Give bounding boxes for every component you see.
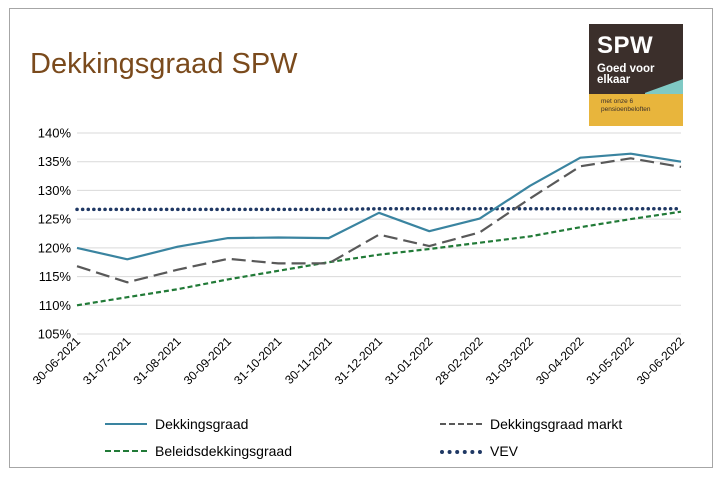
gridlines (77, 132, 681, 335)
x-tick-label: 30-09-2021 (181, 334, 235, 388)
y-tick-label: 120% (38, 240, 72, 255)
x-tick-label: 30-11-2021 (282, 334, 335, 387)
legend-label: Dekkingsgraad (155, 416, 249, 432)
logo-tagline: Goed voor elkaar (597, 63, 655, 86)
x-axis-ticks: 30-06-202131-07-202131-08-202130-09-2021… (30, 334, 688, 388)
legend-label: VEV (490, 443, 519, 459)
x-tick-label: 31-07-2021 (80, 334, 134, 388)
x-tick-label: 31-10-2021 (231, 334, 285, 388)
y-tick-label: 110% (39, 298, 72, 313)
series-line-vev (75, 207, 683, 212)
x-tick-label: 31-05-2022 (583, 334, 637, 388)
logo-brand: SPW (597, 32, 654, 59)
series-line-dekkingsgraad (76, 152, 682, 261)
x-tick-label: 30-04-2022 (533, 334, 587, 388)
y-tick-label: 130% (38, 183, 72, 198)
series-line-beleidsdekkingsgraad (76, 210, 682, 307)
spw-logo: SPW Goed voor elkaar met onze 6 pensioen… (589, 24, 683, 126)
x-tick-label: 31-12-2021 (332, 334, 386, 388)
x-tick-label: 28-02-2022 (432, 334, 486, 388)
legend-swatch (105, 423, 147, 425)
legend-label: Beleidsdekkingsgraad (155, 443, 292, 459)
logo-yellow-band (589, 94, 683, 126)
x-tick-label: 31-03-2022 (483, 334, 537, 388)
series-lines (75, 152, 683, 307)
series-line-dekkingsgraad-markt (76, 157, 682, 284)
y-tick-label: 125% (38, 212, 72, 227)
x-tick-label: 30-06-2021 (30, 334, 84, 388)
legend-label: Dekkingsgraad markt (490, 416, 623, 432)
logo-subline: met onze 6 pensioenbeloften (601, 98, 651, 113)
legend-swatch (105, 450, 147, 452)
y-tick-label: 115% (39, 269, 72, 284)
y-tick-label: 140% (38, 126, 72, 141)
y-tick-label: 105% (38, 327, 72, 342)
x-tick-label: 30-06-2022 (634, 334, 688, 388)
y-tick-label: 135% (38, 154, 72, 169)
y-axis-ticks: 105% 110% 115% 120% 125% 130% 135% 140% (38, 126, 72, 342)
x-tick-label: 31-01-2022 (382, 334, 436, 388)
legend-swatch (440, 423, 482, 425)
x-tick-label: 31-08-2021 (130, 334, 184, 388)
legend-swatch (440, 450, 482, 454)
chart-title: Dekkingsgraad SPW (30, 48, 298, 80)
